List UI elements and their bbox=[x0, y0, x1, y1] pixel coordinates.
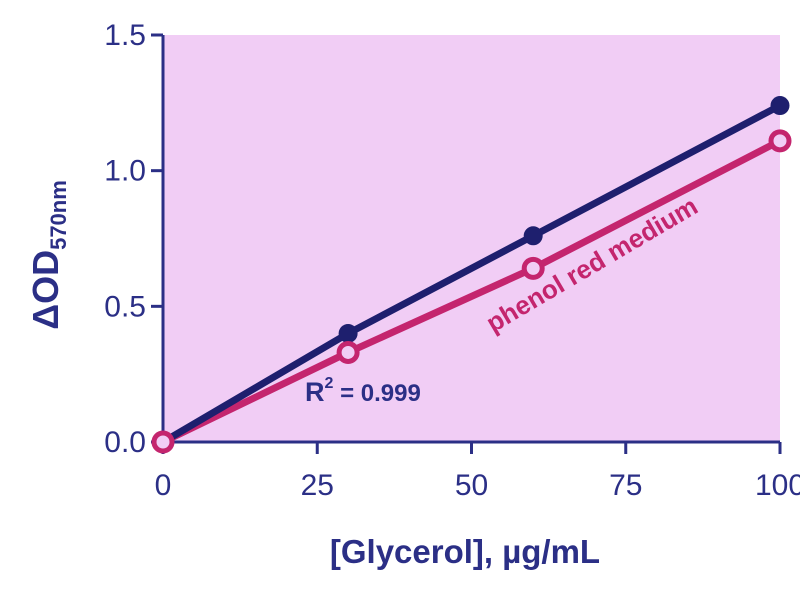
data-point bbox=[523, 226, 543, 246]
r-squared-value: = 0.999 bbox=[333, 380, 420, 407]
r-squared-prefix: R bbox=[305, 377, 325, 407]
y-tick-label: 0.5 bbox=[104, 290, 146, 323]
y-tick-label: 1.0 bbox=[104, 155, 146, 188]
x-tick-label: 75 bbox=[609, 469, 642, 502]
plot-area bbox=[163, 35, 780, 442]
series-lines bbox=[159, 102, 784, 446]
tick-labels: 0.0 0.5 1.0 1.5 0 25 50 75 100 bbox=[104, 19, 800, 502]
x-tick-label: 100 bbox=[755, 469, 800, 502]
y-tick-label: 0.0 bbox=[104, 426, 146, 459]
y-tick-label: 1.5 bbox=[104, 19, 146, 52]
x-tick-label: 25 bbox=[301, 469, 334, 502]
x-tick-label: 50 bbox=[455, 469, 488, 502]
series-markers bbox=[151, 96, 792, 454]
x-tick-label: 0 bbox=[155, 469, 172, 502]
data-point bbox=[768, 129, 792, 153]
data-point bbox=[338, 323, 358, 343]
y-axis-title: ΔOD570nm bbox=[25, 180, 71, 330]
y-axis-title-sub: 570nm bbox=[46, 180, 71, 250]
data-point bbox=[151, 430, 175, 454]
r-squared-annotation: R2 = 0.999 bbox=[305, 375, 421, 407]
x-axis-title: [Glycerol], µg/mL bbox=[330, 533, 600, 570]
series-line-1 bbox=[159, 137, 784, 446]
data-point bbox=[336, 340, 360, 364]
series-line-0 bbox=[159, 102, 784, 446]
axes bbox=[151, 33, 782, 454]
y-axis-title-main: ΔOD bbox=[25, 250, 66, 330]
data-point bbox=[770, 96, 790, 116]
data-point bbox=[521, 256, 545, 280]
r-squared-superscript: 2 bbox=[325, 375, 334, 392]
